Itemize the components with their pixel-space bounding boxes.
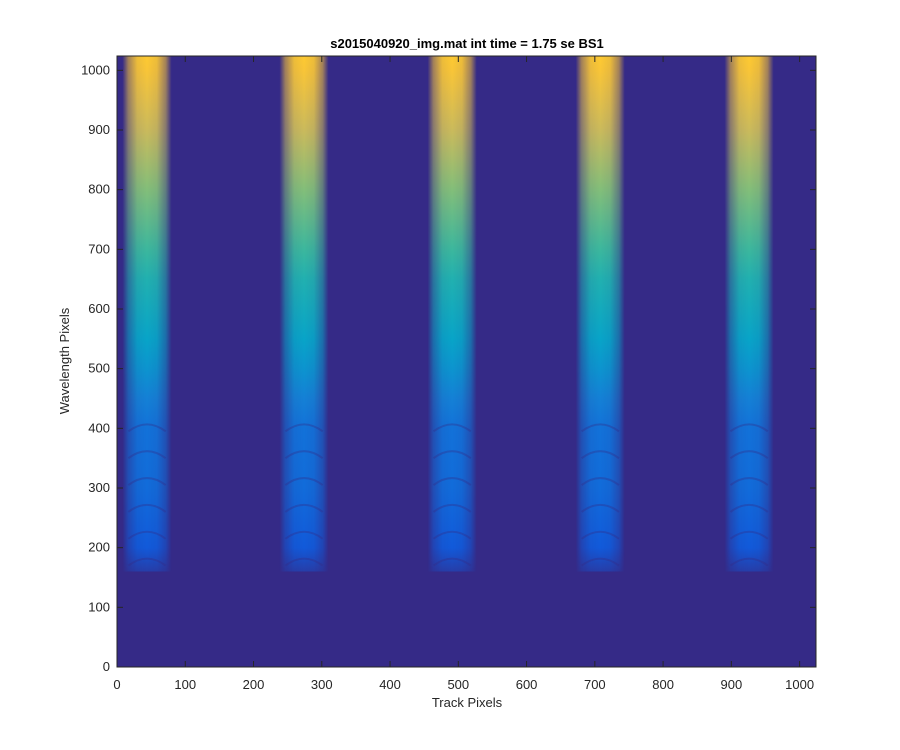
x-tick-label: 400 [379, 677, 401, 692]
chart-title: s2015040920_img.mat int time = 1.75 se B… [330, 36, 604, 51]
x-tick-label: 0 [113, 677, 120, 692]
heatmap-band [427, 56, 477, 572]
y-tick-label: 900 [88, 122, 110, 137]
heatmap-band [575, 56, 625, 572]
band-ripple [127, 450, 167, 460]
y-axis-label: Wavelength Pixels [57, 307, 72, 414]
y-tick-label: 0 [103, 659, 110, 674]
x-tick-label: 700 [584, 677, 606, 692]
x-tick-label: 500 [447, 677, 469, 692]
band-ripple [284, 503, 324, 513]
y-tick-label: 700 [88, 241, 110, 256]
heatmap-band-fill [427, 56, 477, 572]
y-tick-label: 500 [88, 361, 110, 376]
x-tick-label: 100 [174, 677, 196, 692]
y-tick-label: 400 [88, 420, 110, 435]
x-axis: 0 100 200 300 400 500 600 700 800 900 1000 [113, 56, 814, 692]
x-tick-label: 1000 [785, 677, 814, 692]
band-ripple [284, 423, 324, 433]
band-ripple [729, 557, 769, 567]
band-ripple [127, 503, 167, 513]
y-tick-label: 600 [88, 301, 110, 316]
x-tick-label: 200 [243, 677, 265, 692]
band-ripple [581, 557, 620, 567]
band-ripple [432, 423, 472, 433]
plot-area [116, 55, 817, 668]
band-ripple [729, 503, 769, 513]
heatmap-band-fill [724, 56, 774, 572]
y-tick-label: 100 [88, 599, 110, 614]
band-ripple [432, 477, 472, 486]
x-tick-label: 600 [516, 677, 538, 692]
y-tick-label: 200 [88, 540, 110, 555]
heatmap-band [279, 56, 329, 572]
band-ripple [284, 557, 324, 567]
heatmap-bands [122, 56, 774, 572]
band-ripple [284, 530, 324, 540]
heatmap-band-fill [279, 56, 329, 572]
band-ripple [432, 450, 472, 460]
band-ripple [581, 450, 620, 460]
x-axis-label: Track Pixels [432, 695, 503, 710]
band-ripple [729, 423, 769, 433]
band-ripple [127, 530, 167, 540]
band-ripple [127, 423, 167, 433]
y-axis: 0 100 200 300 400 500 600 700 800 900 1000 [81, 62, 816, 674]
heatmap-band-fill [122, 56, 172, 572]
heatmap-band [724, 56, 774, 572]
band-ripple [729, 530, 769, 540]
band-ripple [581, 530, 620, 540]
y-tick-label: 300 [88, 480, 110, 495]
x-tick-label: 800 [652, 677, 674, 692]
band-ripple [432, 503, 472, 513]
x-tick-label: 300 [311, 677, 333, 692]
band-ripple [432, 530, 472, 540]
band-ripple [581, 503, 620, 513]
y-tick-label: 1000 [81, 62, 110, 77]
y-tick-label: 800 [88, 182, 110, 197]
heatmap-band-fill [575, 56, 625, 572]
heatmap-band [122, 56, 172, 572]
x-tick-label: 900 [721, 677, 743, 692]
band-ripple [284, 477, 324, 486]
band-ripple [432, 557, 472, 567]
band-ripple [581, 477, 620, 486]
band-ripple [284, 450, 324, 460]
band-ripple [729, 450, 769, 460]
plot-frame [116, 55, 817, 668]
band-ripple [127, 557, 167, 567]
band-ripple [127, 477, 167, 486]
band-ripple [729, 477, 769, 486]
band-ripple [581, 423, 620, 433]
